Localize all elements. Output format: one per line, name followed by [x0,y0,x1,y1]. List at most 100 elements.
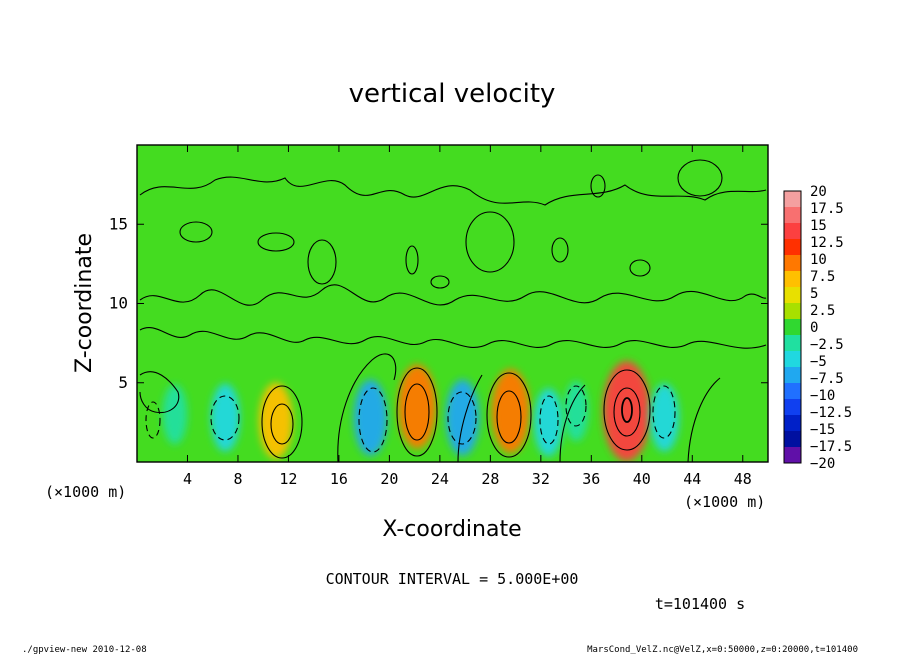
x-tick-label: 44 [683,470,701,488]
field-cell [398,364,437,449]
x-axis-label: X-coordinate [382,517,521,542]
contour-cell [179,221,213,243]
contour-column-c [559,384,586,462]
contour-cell [629,259,651,277]
colorbar-swatch [784,239,801,256]
colorbar-swatch [784,207,801,224]
colorbar-label: 20 [810,184,827,200]
colorbar-label: 2.5 [810,303,835,319]
x-tick-label: 28 [481,470,499,488]
field-cell [491,369,530,454]
colorbar-label: 12.5 [810,235,844,251]
colorbar-label: −5 [810,354,827,370]
x-unit-label-right: (×1000 m) [684,493,765,511]
x-unit-label-left: (×1000 m) [45,483,126,501]
colorbar-label: −2.5 [810,337,844,353]
colorbar-swatch [784,255,801,272]
contour-column-b [457,374,483,462]
x-tick-label: 48 [734,470,752,488]
colorbar-swatch [784,367,801,384]
x-tick-label: 4 [183,470,192,488]
colorbar-label: −12.5 [810,405,852,421]
colorbar-label: −15 [810,422,835,438]
field-cell [603,361,651,462]
colorbar-label: −20 [810,456,835,472]
contour-updraft-39-inner [613,387,641,437]
colorbar-label: 7.5 [810,269,835,285]
y-tick-label: 5 [118,373,128,392]
contour-updraft-39 [603,369,651,451]
x-ticks: 4 8 12 16 20 24 28 32 36 40 44 48 [183,145,752,488]
colorbar-swatch [784,447,801,464]
colorbar-swatch [784,319,801,336]
time-label: t=101400 s [655,595,745,613]
x-tick-label: 16 [330,470,348,488]
contour-downdraft-26 [447,391,477,445]
contour-downdraft-18 [358,387,388,453]
colorbar: 2017.51512.5107.552.50−2.5−5−7.5−10−12.5… [783,184,852,472]
colorbar-swatch [784,415,801,432]
y-axis-label: Z-coordinate [72,233,97,373]
colorbar-label: 17.5 [810,201,844,217]
contour-cell [465,211,515,273]
colorbar-label: 0 [810,320,818,336]
footer-right: MarsCond_VelZ.nc@VelZ,x=0:50000,z=0:2000… [587,645,858,654]
contour-updraft-12 [261,385,303,459]
contour-updraft-12-inner [270,403,294,445]
contour-left-lobe [139,371,180,414]
x-tick-label: 20 [380,470,398,488]
contour-zero-lower [139,327,767,349]
colorbar-swatch [784,351,801,368]
contour-lines [139,159,767,462]
colorbar-label: −7.5 [810,371,844,387]
contour-zero-upper [139,176,767,206]
contour-zero-mid [139,284,767,306]
field-cell [533,388,563,457]
field-cell [210,383,240,452]
chart-title: vertical velocity [349,79,556,109]
contour-column-a [337,353,397,462]
field-cell [563,381,589,442]
contour-downdraft-7 [210,395,240,441]
contour-downdraft-33 [539,395,559,445]
y-ticks: 5 10 15 [109,214,768,392]
colorbar-swatch [784,399,801,416]
x-tick-label: 32 [532,470,550,488]
x-tick-label: 36 [582,470,600,488]
x-tick-label: 12 [279,470,297,488]
colorbar-swatch [784,431,801,448]
colorbar-swatch [784,271,801,288]
colorbar-label: −17.5 [810,439,852,455]
contour-interval-note: CONTOUR INTERVAL = 5.000E+00 [326,570,579,588]
contour-cell [307,239,337,285]
colorbar-swatch [784,383,801,400]
y-tick-label: 15 [109,214,128,233]
contour-updraft-22-inner [404,383,430,441]
contour-dashed [145,385,676,453]
contour-downdraft-2 [145,401,161,439]
contour-updraft-39-core [621,397,633,423]
colorbar-label: 5 [810,286,818,302]
colorbar-swatch [784,223,801,240]
colorbar-swatch [784,335,801,352]
contour-cells-upper [179,159,723,289]
contour-cell [257,232,295,252]
contour-updraft-30 [486,372,532,458]
footer-left: ./gpview-new 2010-12-08 [22,645,147,654]
contour-downdraft-42 [652,385,676,439]
contour-downdraft-35 [565,385,587,427]
contour-updraft-22 [396,367,438,457]
colorbar-frame [783,190,802,464]
contour-updraft-30-inner [496,390,522,444]
field-cell [650,383,680,452]
colorbar-label: 10 [810,252,827,268]
colorbar-swatch [784,287,801,304]
plot-area [136,144,769,463]
contour-cell [677,159,723,197]
x-tick-label: 8 [233,470,242,488]
colorbar-swatch [784,191,801,208]
contour-cell [430,275,450,289]
field-cell [162,384,188,445]
field-cell [259,382,293,459]
